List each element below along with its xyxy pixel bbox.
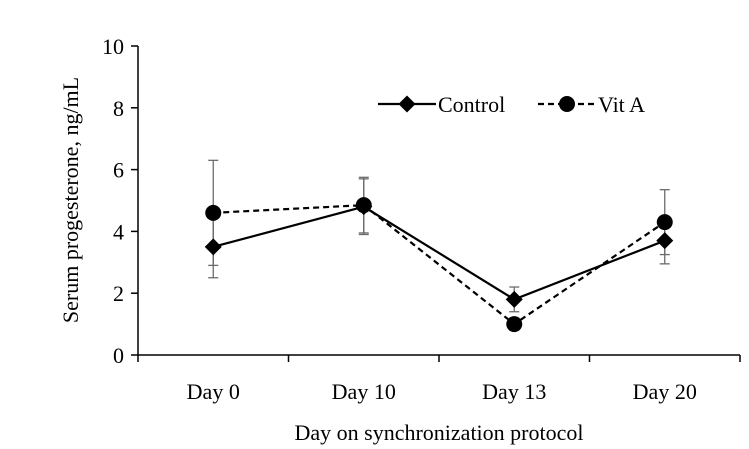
legend-swatch-marker-vit-a [559,96,575,112]
series-lines [212,204,666,326]
y-tick-label: 4 [113,219,124,244]
series-markers [204,197,674,333]
data-point-vit-a [656,214,673,231]
y-axis-ticks: 0 2 4 6 8 10 [102,34,138,368]
legend-marker-shape [398,95,416,113]
legend-swatch-marker-control [398,95,416,113]
data-point-vit-a [355,197,372,214]
y-tick-label: 10 [102,34,124,59]
series-line-vit-a [213,204,666,326]
x-tick-label: Day 0 [187,379,240,404]
y-axis-title: Serum progesterone, ng/mL [58,77,83,323]
y-tick-label: 0 [113,343,124,368]
x-tick-label: Day 13 [482,379,546,404]
y-tick-label: 2 [113,281,124,306]
x-axis-ticks: Day 0 Day 10 Day 13 Day 20 [137,355,741,404]
x-tick-label: Day 10 [332,379,396,404]
data-point-vit-a [205,204,222,221]
series-line-control [212,205,666,301]
error-bars [208,159,670,331]
y-tick-label: 6 [113,158,124,183]
legend: Control Vit A [378,92,645,117]
data-point-control [505,290,523,308]
data-point-control [656,232,674,250]
legend-label-vit-a: Vit A [598,92,645,117]
x-tick-label: Day 20 [633,379,697,404]
legend-marker-shape [559,96,575,112]
x-axis-title: Day on synchronization protocol [295,420,584,445]
y-tick-label: 8 [113,96,124,121]
data-point-control [204,238,222,256]
legend-label-control: Control [438,92,505,117]
data-point-vit-a [506,316,523,333]
